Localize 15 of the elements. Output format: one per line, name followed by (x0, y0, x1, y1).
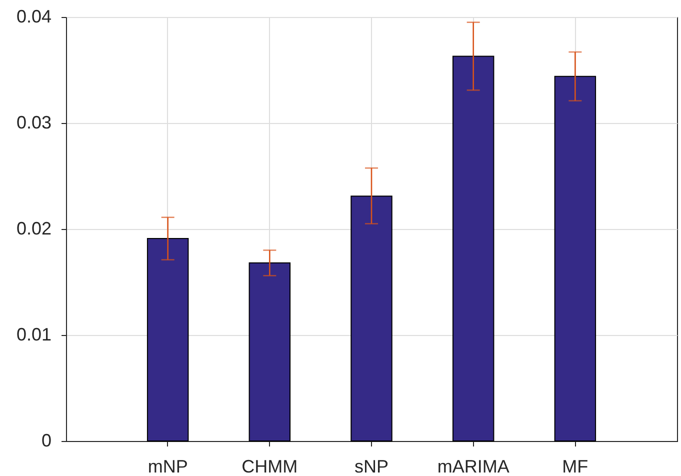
x-tick-label: sNP (354, 456, 389, 476)
y-tick-label: 0.01 (16, 324, 52, 344)
bar (554, 76, 596, 442)
y-tick-label: 0 (41, 430, 52, 450)
bar (146, 238, 189, 442)
y-tick-label: 0.03 (16, 112, 52, 132)
x-tick-label: MF (562, 456, 588, 476)
y-tick-label: 0.02 (16, 218, 52, 238)
bar (248, 262, 291, 442)
y-tick-label: 0.04 (16, 6, 52, 26)
x-tick-label: mARIMA (437, 456, 510, 476)
bar (350, 196, 392, 442)
x-tick-label: mNP (148, 456, 188, 476)
bar (452, 56, 494, 442)
x-tick-label: CHMM (242, 456, 298, 476)
